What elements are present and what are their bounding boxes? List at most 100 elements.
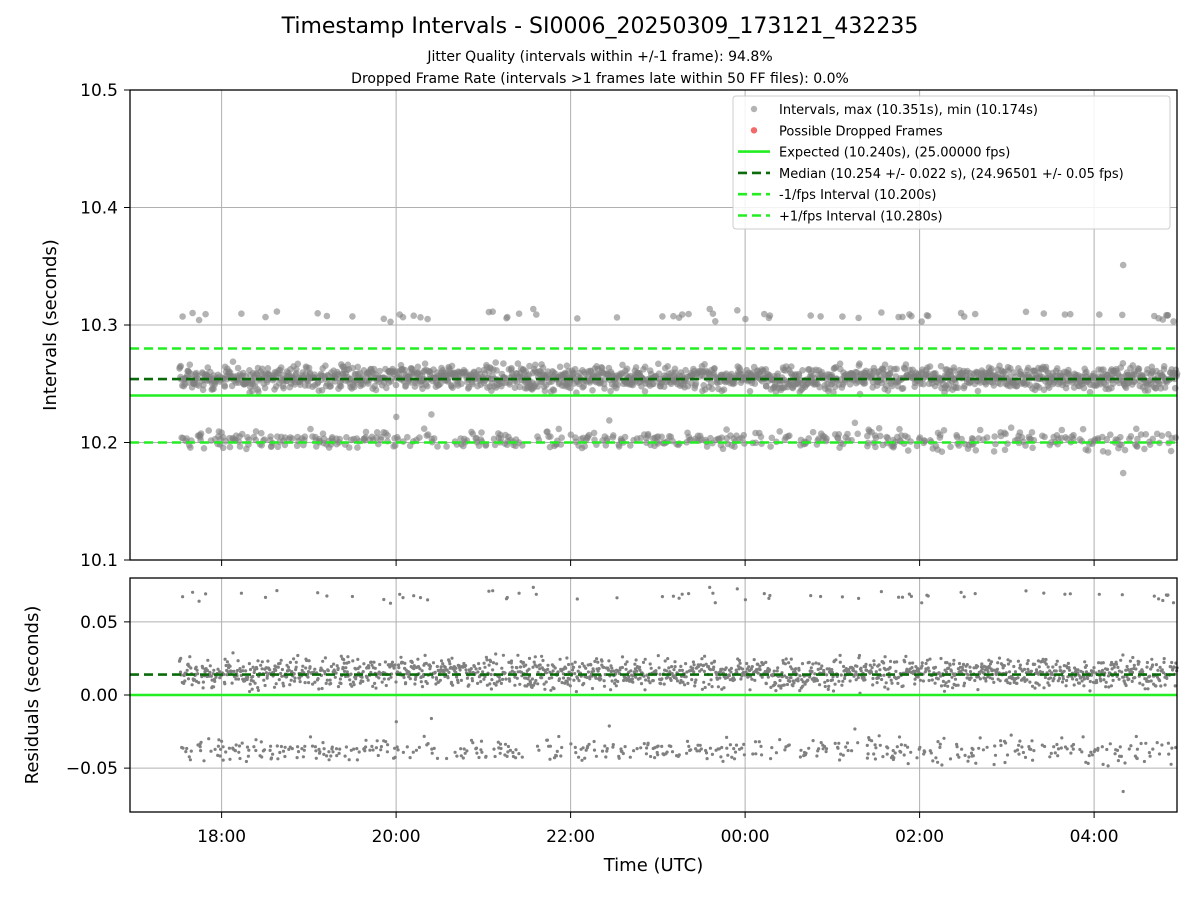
residual-point xyxy=(1041,670,1045,675)
interval-point xyxy=(878,309,885,316)
residual-point xyxy=(418,667,422,671)
residual-point xyxy=(592,739,596,744)
interval-point xyxy=(252,428,260,435)
residual-point xyxy=(187,755,191,759)
residual-point xyxy=(732,678,737,682)
residual-point xyxy=(1097,592,1101,596)
residual-point xyxy=(651,679,655,683)
residual-point xyxy=(374,746,378,750)
residual-point xyxy=(418,596,423,600)
residual-point xyxy=(455,675,459,679)
residual-point xyxy=(798,689,802,693)
residual-point xyxy=(283,754,287,759)
residual-point xyxy=(339,681,343,686)
residual-point xyxy=(1127,747,1131,751)
residual-point xyxy=(854,670,858,674)
interval-point xyxy=(349,364,357,372)
residual-point xyxy=(431,675,435,679)
residual-point xyxy=(396,663,401,667)
interval-point xyxy=(234,364,242,372)
residual-point xyxy=(623,745,627,749)
x-tick-label: 18:00 xyxy=(197,827,246,847)
legend-entry-label: +1/fps Interval (10.280s) xyxy=(779,210,943,225)
residual-point xyxy=(999,739,1003,743)
residual-point xyxy=(711,591,715,595)
interval-point xyxy=(200,445,208,452)
residual-point xyxy=(216,744,220,748)
residual-point xyxy=(1016,659,1021,663)
residual-point xyxy=(1109,684,1113,688)
residual-point xyxy=(725,735,729,740)
interval-point xyxy=(703,443,711,450)
residual-point xyxy=(944,670,949,674)
residual-point xyxy=(677,753,681,757)
interval-point xyxy=(682,366,689,374)
residual-point xyxy=(336,666,340,671)
interval-point xyxy=(1024,364,1032,372)
interval-point xyxy=(539,364,547,372)
interval-point xyxy=(404,433,411,441)
interval-point xyxy=(768,434,776,442)
residual-point xyxy=(479,748,483,752)
residual-point xyxy=(1071,747,1075,751)
residual-point xyxy=(410,660,414,665)
residual-point xyxy=(1159,684,1163,688)
residual-point xyxy=(1112,665,1116,669)
residual-point xyxy=(179,656,183,661)
residual-point xyxy=(946,684,950,688)
residual-point xyxy=(358,665,362,669)
interval-point xyxy=(590,429,598,437)
interval-point xyxy=(958,435,965,443)
interval-point xyxy=(761,310,768,318)
interval-point xyxy=(816,383,823,391)
residual-point xyxy=(638,676,642,680)
residual-point xyxy=(987,658,991,662)
residual-point xyxy=(728,743,733,747)
residual-point xyxy=(356,657,360,662)
residual-point xyxy=(467,683,471,687)
residual-point xyxy=(253,681,257,685)
residual-point xyxy=(648,662,652,666)
residual-point xyxy=(262,678,266,682)
residual-point xyxy=(413,677,417,682)
residual-point xyxy=(818,683,822,687)
interval-point xyxy=(384,432,391,439)
residual-point xyxy=(1051,665,1055,669)
residual-point xyxy=(199,749,203,753)
residual-point xyxy=(768,593,772,598)
residual-point xyxy=(677,596,681,600)
residual-point xyxy=(756,662,760,666)
residual-point xyxy=(769,685,773,690)
residual-point xyxy=(707,682,711,686)
residual-point xyxy=(347,758,351,762)
interval-point xyxy=(881,361,889,369)
residual-point xyxy=(441,662,445,666)
residual-point xyxy=(764,660,768,665)
interval-point xyxy=(746,388,754,395)
residual-point xyxy=(361,679,365,684)
residual-point xyxy=(557,734,561,739)
legend-entry-label: Expected (10.240s), (25.00000 fps) xyxy=(779,146,1010,161)
residual-point xyxy=(420,685,425,689)
residual-point xyxy=(600,749,605,753)
residual-point xyxy=(806,678,810,682)
residual-point xyxy=(936,760,940,764)
interval-point xyxy=(179,313,186,320)
residual-point xyxy=(184,750,188,754)
residual-point xyxy=(798,755,803,759)
residual-point xyxy=(1008,659,1012,663)
residual-point xyxy=(1030,684,1035,688)
residual-point xyxy=(385,750,389,754)
residual-point xyxy=(1097,669,1101,674)
residual-point xyxy=(840,683,844,687)
residual-point xyxy=(680,592,684,596)
residual-point xyxy=(734,743,739,747)
interval-point xyxy=(976,426,984,434)
residual-point xyxy=(1113,752,1117,756)
residual-point xyxy=(572,665,576,669)
residual-point xyxy=(1137,660,1141,664)
residual-point xyxy=(338,677,342,681)
interval-point xyxy=(918,318,925,325)
residual-point xyxy=(313,680,317,684)
interval-point xyxy=(267,433,274,440)
